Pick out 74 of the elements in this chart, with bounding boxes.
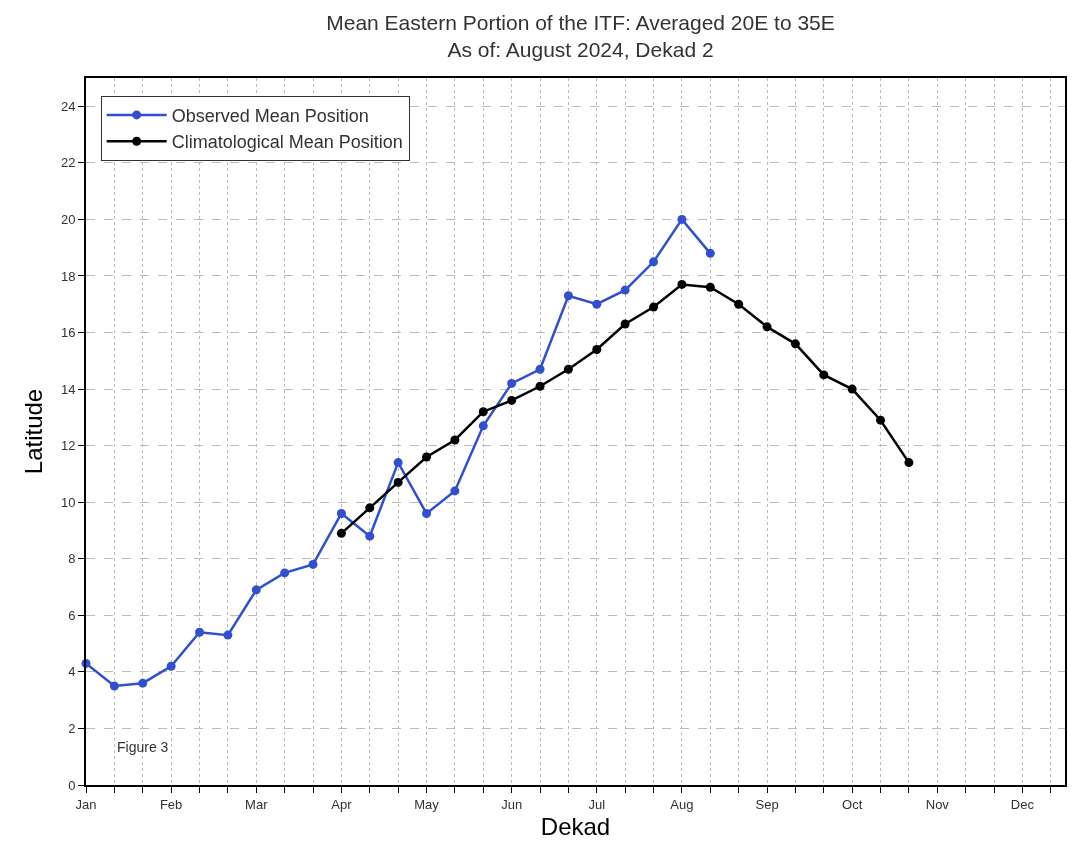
point	[365, 531, 375, 541]
point	[563, 364, 573, 374]
x-tick-label: Sep	[755, 796, 779, 812]
x-tick-label: Jun	[501, 796, 523, 812]
point	[904, 458, 914, 468]
point	[365, 503, 375, 513]
x-tick-label: Oct	[842, 796, 863, 812]
x-tick-label: Dec	[1010, 796, 1035, 812]
point	[308, 559, 318, 569]
point	[166, 661, 176, 671]
point	[677, 279, 687, 289]
point	[507, 395, 517, 405]
point	[195, 627, 205, 637]
y-axis-title: Latitude	[19, 388, 47, 475]
point	[507, 378, 517, 388]
x-tick-label: Feb	[159, 796, 183, 812]
point	[677, 214, 687, 224]
y-tick-label: 4	[68, 664, 76, 680]
point	[620, 319, 630, 329]
y-tick-label: 18	[60, 268, 76, 284]
y-tick-label: 12	[60, 438, 76, 454]
x-tick-label: Nov	[925, 796, 950, 812]
point	[393, 458, 403, 468]
x-tick-label: May	[414, 796, 440, 812]
point	[450, 435, 460, 445]
y-tick-label: 22	[60, 155, 76, 171]
x-tick-label: Mar	[245, 796, 269, 812]
point	[649, 257, 659, 267]
y-tick-label: 2	[68, 720, 76, 736]
x-tick-label: Jul	[588, 796, 606, 812]
y-tick-label: 20	[60, 211, 76, 227]
point	[535, 364, 545, 374]
point	[649, 302, 659, 312]
y-tick-label: 10	[60, 494, 76, 510]
point	[876, 415, 886, 425]
point	[223, 630, 233, 640]
x-tick-label: Jan	[75, 796, 97, 812]
y-tick-label: 16	[60, 325, 76, 341]
point	[336, 509, 346, 519]
point	[535, 381, 545, 391]
point	[762, 322, 772, 332]
point	[705, 282, 715, 292]
y-tick-label: 14	[60, 381, 76, 397]
y-tick-label: 24	[60, 98, 76, 114]
point	[563, 291, 573, 301]
point	[478, 421, 488, 431]
point	[422, 452, 432, 462]
chart-title: Mean Eastern Portion of the ITF: Averaged 20E to 35E As of: August 2024, Dekad 2	[326, 10, 835, 61]
point	[819, 370, 829, 380]
point	[592, 299, 602, 309]
x-tick-label: Aug	[670, 796, 694, 812]
y-tick-label: 6	[68, 607, 76, 623]
y-tick-label: 8	[68, 551, 76, 567]
point	[592, 344, 602, 354]
annotation: Figure 3	[117, 739, 169, 755]
point	[790, 339, 800, 349]
point	[478, 407, 488, 417]
point	[336, 528, 346, 538]
legend-label: Climatological Mean Position	[171, 132, 403, 153]
y-tick-label: 0	[68, 777, 76, 793]
point	[280, 568, 290, 578]
point	[251, 585, 261, 595]
point	[450, 486, 460, 496]
point	[705, 248, 715, 258]
point	[620, 285, 630, 295]
legend-label: Observed Mean Position	[171, 105, 369, 126]
point	[422, 509, 432, 519]
point	[734, 299, 744, 309]
point	[847, 384, 857, 394]
point	[138, 678, 148, 688]
point	[393, 477, 403, 487]
x-axis-title: Dekad	[540, 813, 611, 841]
x-tick-label: Apr	[331, 796, 353, 812]
point	[109, 681, 119, 691]
